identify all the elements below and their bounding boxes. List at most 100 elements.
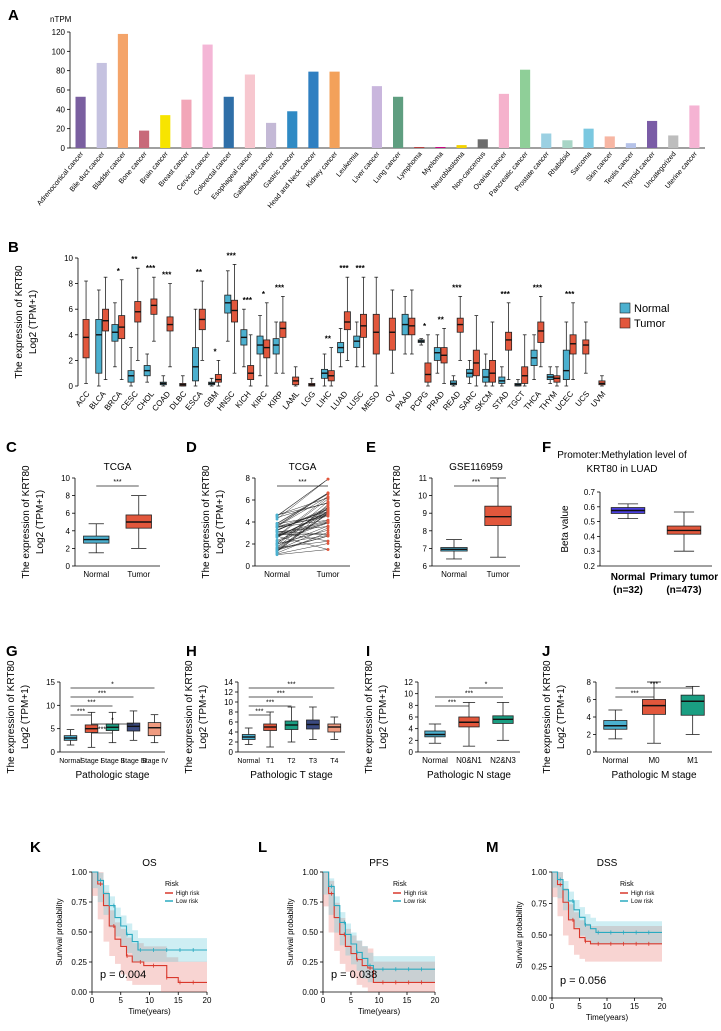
- box-tumor-lgg: [309, 378, 315, 386]
- chart-title: OS: [142, 858, 157, 869]
- comparison-mark: *: [485, 682, 488, 689]
- panel-letter-f: F: [542, 439, 551, 456]
- y-axis-title-line2: Log2 (TPM+1): [556, 685, 567, 749]
- x-tick-label: 15: [174, 996, 183, 1005]
- y-axis-title: Survival probability: [286, 898, 295, 965]
- y-tick-label: 8: [246, 474, 251, 483]
- bar-thyroid-cancer: [647, 121, 657, 148]
- box-iqr: [373, 314, 379, 354]
- p-value: p = 0.004: [100, 969, 146, 981]
- point-tumor: [327, 501, 330, 504]
- legend-title: Risk: [620, 881, 634, 888]
- significance-mark: ***: [162, 271, 172, 280]
- box-iqr: [264, 340, 270, 358]
- p-value: p = 0.056: [560, 975, 606, 987]
- x-tick-label: M0: [648, 756, 660, 765]
- bar-brain-cancer: [160, 115, 170, 148]
- y-tick-label: 0.7: [584, 488, 596, 497]
- comparison-mark: ***: [98, 691, 106, 698]
- significance-mark: ***: [472, 479, 480, 486]
- box-normal-kich: [241, 309, 247, 367]
- box-iqr: [148, 723, 161, 736]
- box-t2: [285, 707, 298, 742]
- box-iqr: [538, 322, 544, 342]
- y-tick-label: 8: [409, 701, 414, 710]
- x-tick-label: 10: [145, 996, 154, 1005]
- box-stage-i: [85, 712, 98, 747]
- y-tick-label: 0.50: [531, 931, 547, 940]
- bar-uncategorized: [668, 135, 678, 148]
- y-tick-label: 4: [229, 728, 234, 737]
- box-tumor-thca: [538, 296, 544, 366]
- box-tumor-luad: [344, 277, 350, 360]
- x-axis-title: Pathologic T stage: [250, 770, 333, 781]
- y-axis-title-line2: Log2 (TPM+1): [198, 685, 209, 749]
- box-normal-gbm: [209, 378, 215, 386]
- y-tick-label: 4: [69, 331, 74, 340]
- box-normal-lusc: [354, 322, 360, 367]
- comparison-mark: *: [111, 718, 114, 725]
- y-tick-label: 6: [246, 496, 251, 505]
- box-tumor-thym: [554, 367, 560, 386]
- y-tick-label: 0: [61, 144, 66, 153]
- y-tick-label: 0.4: [584, 532, 596, 541]
- point-tumor: [327, 534, 330, 537]
- bar-sarcoma: [584, 129, 594, 148]
- bar-bladder-cancer: [118, 34, 128, 148]
- box-tumor-kich: [248, 335, 254, 386]
- box-tumor-acc: [83, 281, 89, 383]
- x-tick-label: Rhabdoid: [547, 151, 572, 179]
- significance-mark: ***: [243, 296, 253, 305]
- y-tick-label: 5: [51, 725, 56, 734]
- y-tick-label: 4: [66, 527, 71, 536]
- box-tumor-laml: [293, 367, 299, 386]
- panel-f-boxplot: Beta value0.20.30.40.50.60.7Normal(n=32)…: [560, 488, 718, 596]
- y-tick-label: 0.2: [584, 562, 596, 571]
- box-iqr: [506, 332, 512, 350]
- y-tick-label: 80: [56, 67, 65, 76]
- box-iqr: [215, 374, 221, 382]
- y-tick-label: 1.00: [531, 868, 547, 877]
- y-tick-label: 10: [418, 492, 427, 501]
- bar-prostate-cancer: [541, 134, 551, 149]
- comparison-mark: ***: [98, 727, 106, 734]
- legend-label-high-risk: High risk: [176, 891, 200, 897]
- box-normal-kirc: [257, 316, 263, 376]
- x-tick-label: Tumor: [317, 570, 340, 579]
- significance-mark: *: [213, 347, 217, 356]
- y-tick-label: 11: [419, 474, 428, 483]
- box-tumor-sarc: [473, 316, 479, 386]
- box-normal: [441, 540, 467, 559]
- x-axis-title: Time(years): [586, 1013, 629, 1022]
- box-t4: [328, 717, 341, 740]
- box-normal-luad: [338, 328, 344, 366]
- significance-mark: **: [325, 335, 332, 344]
- box-iqr: [642, 700, 665, 715]
- legend-label-low-risk: Low risk: [631, 899, 654, 905]
- bar-esophageal-cancer: [245, 75, 255, 148]
- comparison-mark: ***: [650, 682, 658, 689]
- legend-label-tumor: Tumor: [634, 318, 666, 330]
- point-tumor: [327, 540, 330, 543]
- box-iqr: [328, 724, 341, 732]
- box-tumor-paad: [409, 290, 415, 354]
- comparison-mark: ***: [255, 709, 263, 716]
- box-tumor-lusc: [360, 277, 366, 367]
- x-tick-label: 5: [119, 996, 124, 1005]
- y-tick-label: 0.6: [584, 503, 596, 512]
- y-axis-title: Survival probability: [515, 901, 524, 968]
- x-tick-label: 0: [321, 996, 326, 1005]
- x-tick-label: 20: [203, 996, 212, 1005]
- box-stage-iii: [127, 711, 140, 740]
- x-axis-title: Pathologic N stage: [427, 770, 511, 781]
- significance-mark: ***: [501, 290, 511, 299]
- y-tick-label: 8: [423, 527, 428, 536]
- bar-non-cancerous: [478, 139, 488, 148]
- y-tick-label: 0.25: [71, 958, 87, 967]
